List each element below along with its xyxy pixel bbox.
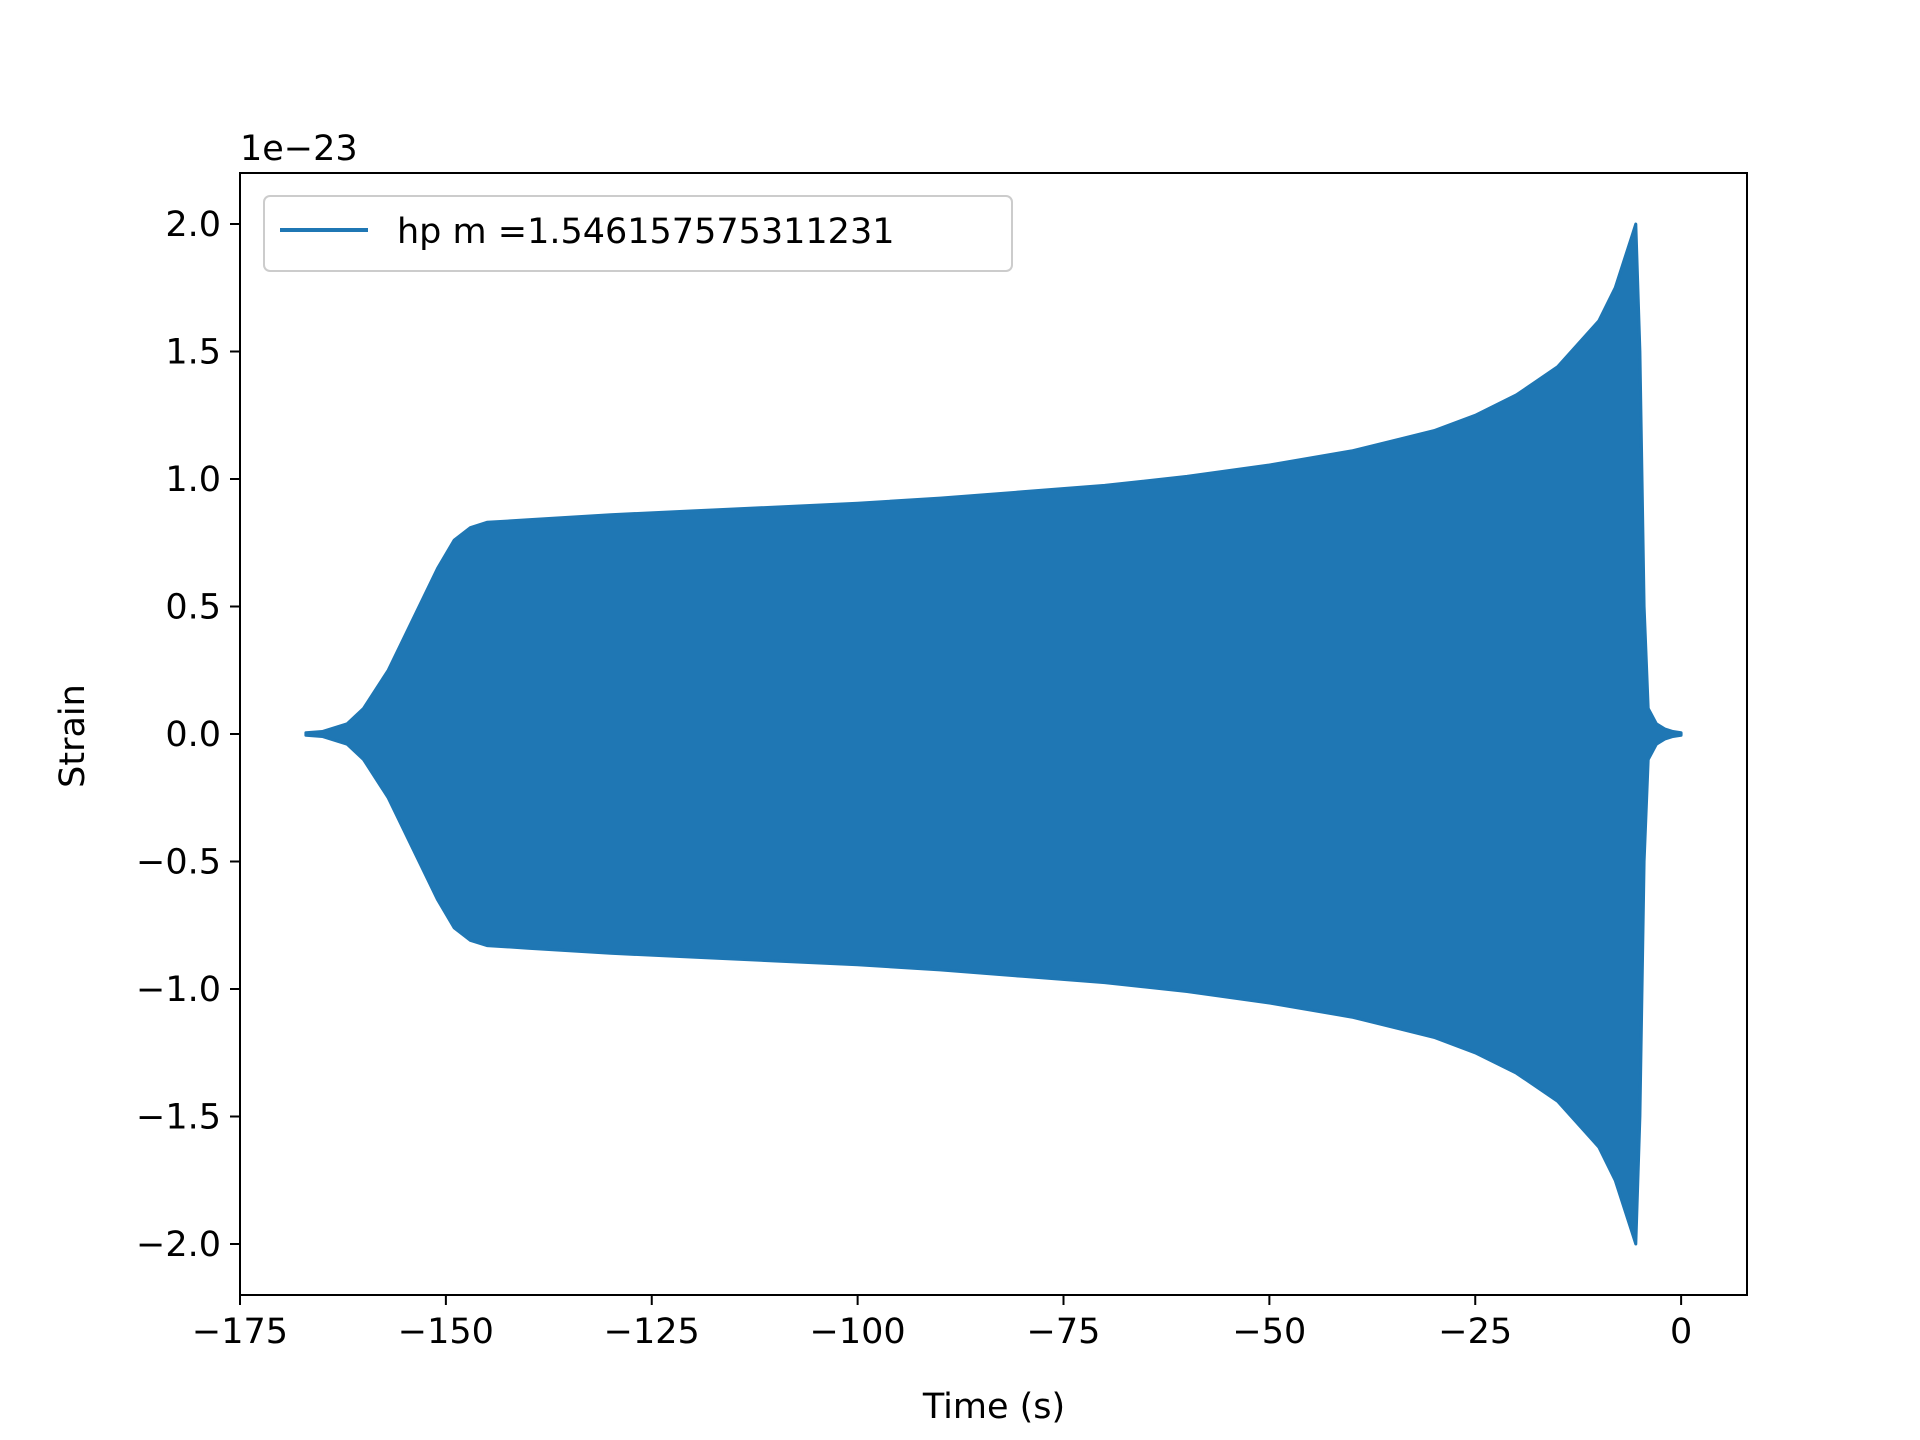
y-offset-label: 1e−23 <box>240 129 358 169</box>
x-axis-title: Time (s) <box>922 1387 1065 1427</box>
series-layer <box>304 222 1683 1246</box>
legend-box <box>263 195 1013 272</box>
x-tick-label: −125 <box>604 1312 700 1352</box>
y-tick-label: 1.5 <box>165 333 221 373</box>
x-tick-label: −100 <box>810 1312 906 1352</box>
y-tick-label: 0.5 <box>165 588 221 628</box>
series-hp-waveform <box>304 222 1683 1246</box>
x-tick-label: −75 <box>1027 1312 1101 1352</box>
y-tick-label: −0.5 <box>136 843 221 883</box>
x-axis: −175 −150 −125 −100 −75 −50 −25 0 <box>192 1295 1692 1352</box>
legend-entry-label: hp m =1.546157575311231 <box>397 212 895 252</box>
y-tick-label: −1.0 <box>136 970 221 1010</box>
x-tick-label: −175 <box>192 1312 288 1352</box>
y-tick-label: 0.0 <box>165 715 221 755</box>
x-tick-label: −25 <box>1438 1312 1512 1352</box>
x-tick-label: −50 <box>1232 1312 1306 1352</box>
y-tick-label: 1.0 <box>165 460 221 500</box>
y-tick-label: −2.0 <box>136 1225 221 1265</box>
y-axis-title: Strain <box>53 684 93 788</box>
y-tick-label: −1.5 <box>136 1098 221 1138</box>
y-axis: 2.0 1.5 1.0 0.5 0.0 −0.5 −1.0 −1.5 −2.0 <box>136 205 240 1265</box>
x-tick-label: −150 <box>398 1312 494 1352</box>
y-tick-label: 2.0 <box>165 205 221 245</box>
legend: hp m =1.546157575311231 <box>263 195 1013 272</box>
x-tick-label: 0 <box>1670 1312 1692 1352</box>
